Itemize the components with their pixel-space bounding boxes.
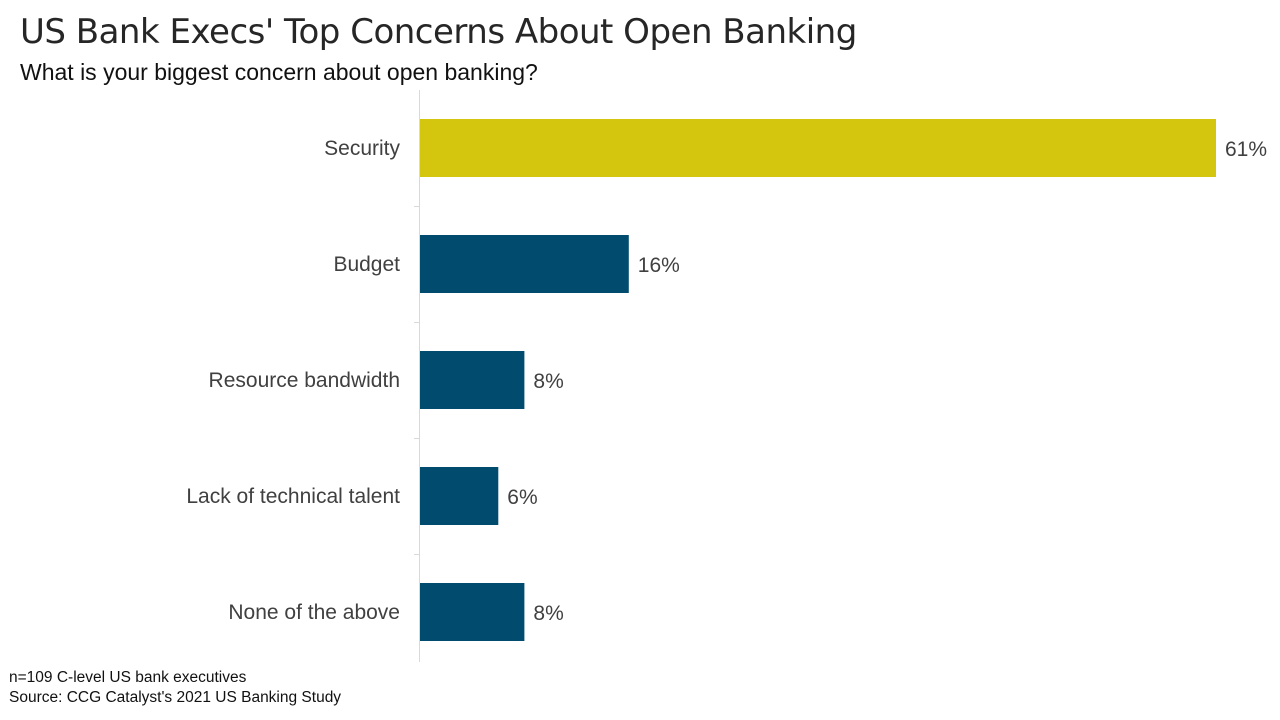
bars-group (420, 119, 1216, 641)
chart-subtitle: What is your biggest concern about open … (20, 59, 538, 85)
bar-resource-bandwidth (420, 351, 525, 409)
bar-lack-of-technical-talent (420, 467, 499, 525)
source-note: Source: CCG Catalyst's 2021 US Banking S… (9, 689, 342, 706)
axis-ticks (414, 206, 420, 555)
bar-none-of-the-above (420, 583, 525, 641)
sample-size-note: n=109 C-level US bank executives (9, 669, 247, 686)
category-label-security: Security (324, 137, 400, 160)
category-label-none-of-the-above: None of the above (228, 601, 400, 624)
value-label-none-of-the-above: 8% (533, 602, 563, 625)
category-labels: Security Budget Resource bandwidth Lack of … (186, 137, 400, 624)
value-label-budget: 16% (638, 254, 680, 277)
value-labels: 61% 16% 8% 6% 8% (507, 138, 1267, 625)
value-label-security: 61% (1225, 138, 1267, 161)
category-label-lack-of-technical-talent: Lack of technical talent (186, 485, 400, 508)
chart-title: US Bank Execs' Top Concerns About Open B… (20, 12, 857, 52)
value-label-resource-bandwidth: 8% (533, 370, 563, 393)
bar-security (420, 119, 1216, 177)
category-label-resource-bandwidth: Resource bandwidth (209, 369, 400, 392)
value-label-lack-of-technical-talent: 6% (507, 486, 537, 509)
bar-budget (420, 235, 629, 293)
category-label-budget: Budget (333, 253, 400, 276)
